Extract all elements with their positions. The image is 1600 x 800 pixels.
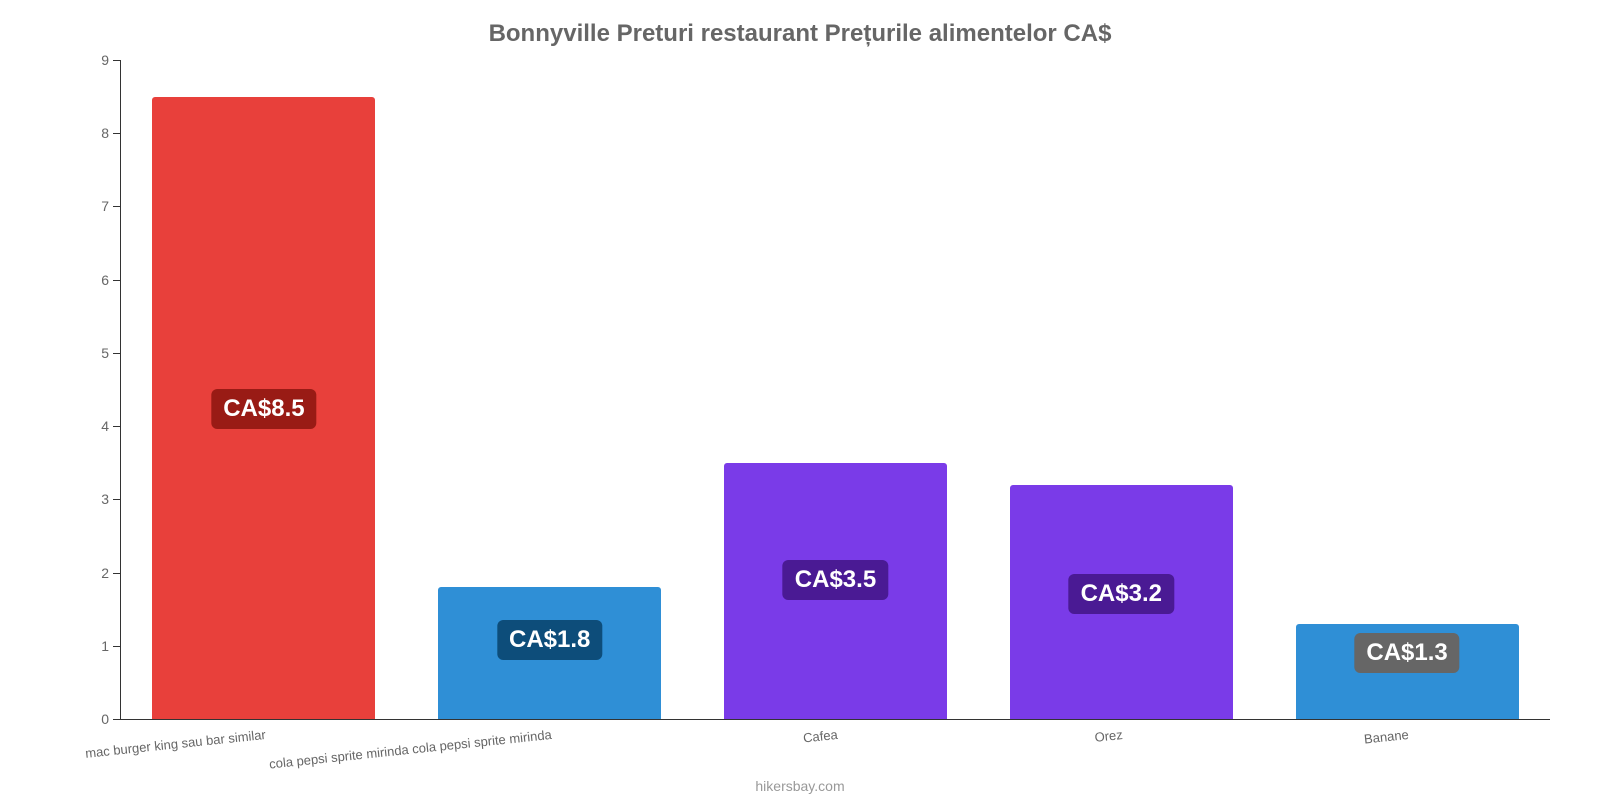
y-axis-label: 1 [101,638,121,654]
y-axis-label: 2 [101,565,121,581]
x-axis-label: cola pepsi sprite mirinda cola pepsi spr… [251,719,552,773]
y-axis-label: 9 [101,52,121,68]
x-axis-label: Orez [823,719,1124,773]
bar: CA$1.8 [438,587,661,719]
plot-area: 0123456789CA$8.5mac burger king sau bar … [120,60,1550,720]
bar: CA$8.5 [152,97,375,719]
y-axis-label: 3 [101,491,121,507]
bar: CA$3.2 [1010,485,1233,719]
bar-value-label: CA$3.5 [783,560,888,600]
y-axis-label: 8 [101,125,121,141]
y-axis-label: 5 [101,345,121,361]
chart-plot-area: 0123456789CA$8.5mac burger king sau bar … [120,60,1550,720]
x-axis-label: mac burger king sau bar similar [0,719,266,773]
y-axis-label: 7 [101,198,121,214]
bar-value-label: CA$1.3 [1354,633,1459,673]
bar-value-label: CA$3.2 [1069,574,1174,614]
y-axis-label: 0 [101,711,121,727]
x-axis-label: Banane [1109,719,1410,773]
y-axis-label: 6 [101,272,121,288]
attribution-text: hikersbay.com [0,778,1600,794]
bar: CA$1.3 [1296,624,1519,719]
chart-title: Bonnyville Preturi restaurant Prețurile … [0,0,1600,48]
bar-value-label: CA$8.5 [211,389,316,429]
y-axis-label: 4 [101,418,121,434]
x-axis-label: Cafea [537,719,838,773]
bar: CA$3.5 [724,463,947,719]
bar-value-label: CA$1.8 [497,620,602,660]
